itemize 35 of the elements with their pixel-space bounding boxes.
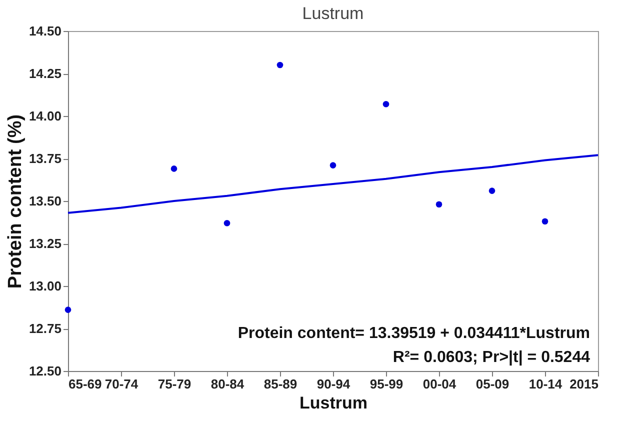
y-tick-label: 13.75 — [28, 151, 62, 166]
x-tick-label: 85-89 — [264, 376, 298, 392]
point — [170, 166, 178, 172]
y-tick-label: 13.25 — [28, 236, 62, 251]
x-tick-label: 95-99 — [370, 376, 404, 392]
x-tick-label: 2015 — [570, 376, 598, 392]
line-series — [67, 154, 599, 214]
point — [382, 100, 390, 108]
point — [436, 201, 442, 208]
x-tick-label: 00-04 — [422, 376, 457, 392]
y-tick-label: 13.00 — [28, 278, 62, 294]
point — [276, 62, 284, 68]
annotation: R²= 0.0603; Pr>|t| = 0.5244 — [392, 349, 590, 366]
point — [542, 218, 548, 225]
x-tick-label: 90-94 — [316, 376, 351, 392]
y-tick-label: 13.50 — [28, 194, 62, 208]
point — [488, 188, 496, 194]
y-tick-label: 14.00 — [28, 108, 62, 124]
x-tick-label: 80-84 — [210, 376, 245, 392]
y-axis-title: Protein content (%) — [4, 114, 26, 289]
point — [330, 162, 336, 168]
point — [224, 220, 230, 226]
x-tick-label: 10-14 — [528, 376, 563, 392]
x-axis-title: Lustrum — [300, 394, 368, 412]
x-tick-label: 75-79 — [158, 376, 192, 392]
point — [64, 306, 72, 313]
y-tick-label: 14.50 — [28, 24, 62, 38]
annotation: Protein content= 13.39519 + 0.034411*Lustrum — [238, 325, 590, 342]
chart-title: Lustrum — [302, 4, 364, 23]
x-tick-label: 65-69 — [68, 376, 102, 392]
x-tick-label: 70-74 — [104, 376, 139, 392]
y-tick-label: 14.25 — [28, 66, 62, 81]
x-tick-label: 05-09 — [476, 376, 510, 392]
y-tick-label: 12.50 — [28, 364, 62, 378]
y-tick-label: 12.75 — [28, 321, 62, 336]
